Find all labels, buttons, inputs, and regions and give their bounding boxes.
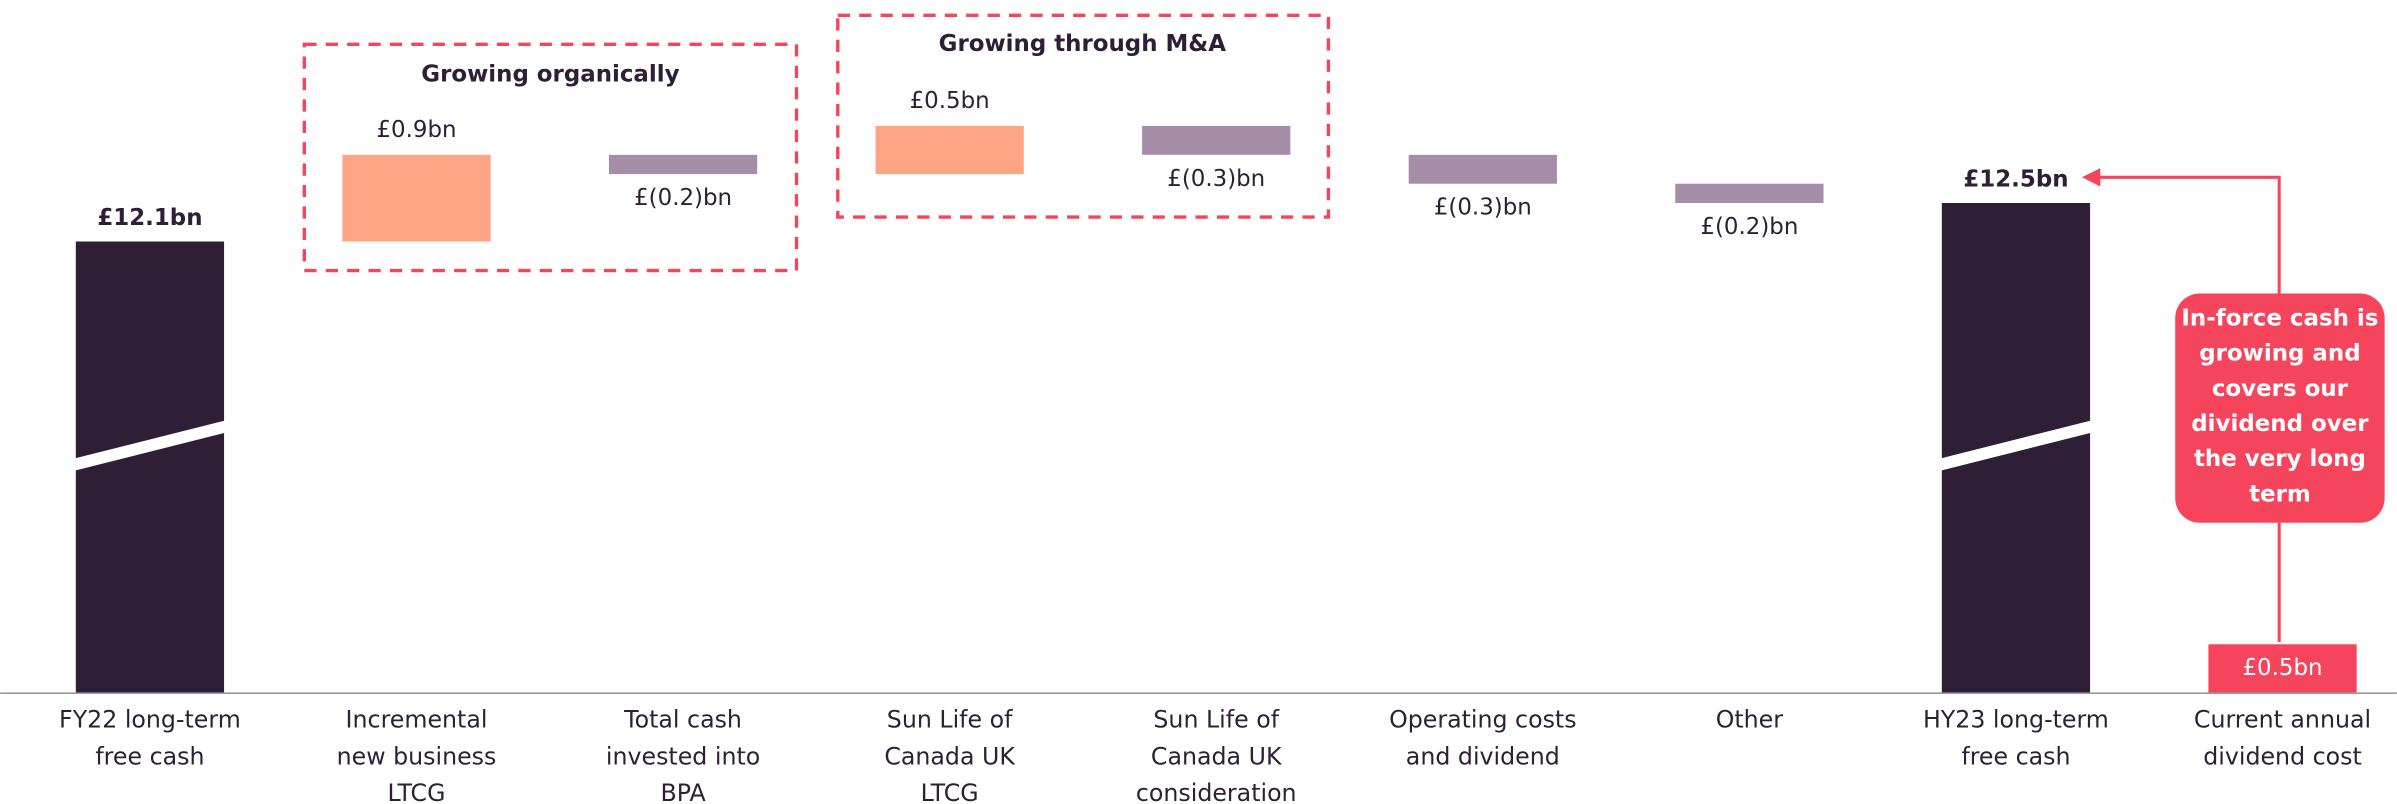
callout-text: In-force cash is growing and covers our … <box>2181 304 2379 508</box>
x-tick-label: Other <box>1715 706 1783 734</box>
bar <box>1675 183 1824 203</box>
value-label: £0.5bn <box>910 88 990 114</box>
bar <box>75 241 225 693</box>
group-box <box>836 13 1331 219</box>
arrow-head <box>2081 168 2101 187</box>
callout-text-box: In-force cash is growing and covers our … <box>2181 304 2379 508</box>
x-label-box: Total cash invested into BPA <box>605 706 761 804</box>
group-box <box>302 42 799 273</box>
x-tick-label: Current annual dividend cost <box>2193 706 2372 771</box>
x-label-box: Incremental new business LTCG <box>336 706 497 804</box>
x-tick-label: FY22 long-term free cash <box>59 706 241 771</box>
bar <box>1408 154 1557 184</box>
x-label-box: Operating costs and dividend <box>1389 706 1577 771</box>
axis-break <box>74 420 226 471</box>
x-label-box: Sun Life of Canada UK consideration <box>1135 706 1297 804</box>
bar <box>608 154 758 175</box>
callout <box>2175 293 2385 523</box>
group-label: Growing organically <box>421 61 679 87</box>
x-label-box: Current annual dividend cost <box>2193 706 2372 771</box>
bar <box>875 125 1024 175</box>
value-label: £0.5bn <box>2242 655 2322 681</box>
x-label-box: HY23 long-term free cash <box>1922 706 2109 771</box>
value-label: £12.5bn <box>1963 167 2068 193</box>
x-tick-label: Sun Life of Canada UK LTCG <box>884 706 1015 804</box>
x-tick-label: Incremental new business LTCG <box>336 706 497 804</box>
x-tick-label: Sun Life of Canada UK consideration <box>1135 706 1297 804</box>
x-label-box: Sun Life of Canada UK LTCG <box>884 706 1015 804</box>
value-label: £(0.2)bn <box>1700 214 1798 240</box>
x-label-box: FY22 long-term free cash <box>59 706 241 771</box>
arrow <box>2097 175 2281 294</box>
axis-break <box>1940 420 2092 471</box>
bars: £12.1bn FY22 long-term free cash £0.9bn Inc… <box>59 88 2372 804</box>
value-label: £0.9bn <box>376 117 456 143</box>
x-tick-label: Operating costs and dividend <box>1389 706 1577 771</box>
group-label: Growing through M&A <box>939 31 1227 57</box>
x-tick-label: Total cash invested into BPA <box>605 706 761 804</box>
value-label: £(0.3)bn <box>1167 166 1265 192</box>
value-label: £(0.2)bn <box>634 185 732 211</box>
value-label: £12.1bn <box>97 205 202 231</box>
x-label-box: Other <box>1715 706 1783 734</box>
bar <box>342 154 491 242</box>
x-tick-label: HY23 long-term free cash <box>1922 706 2109 771</box>
bar <box>1142 125 1291 155</box>
bar <box>2208 644 2357 693</box>
value-label: £(0.3)bn <box>1434 195 1532 221</box>
